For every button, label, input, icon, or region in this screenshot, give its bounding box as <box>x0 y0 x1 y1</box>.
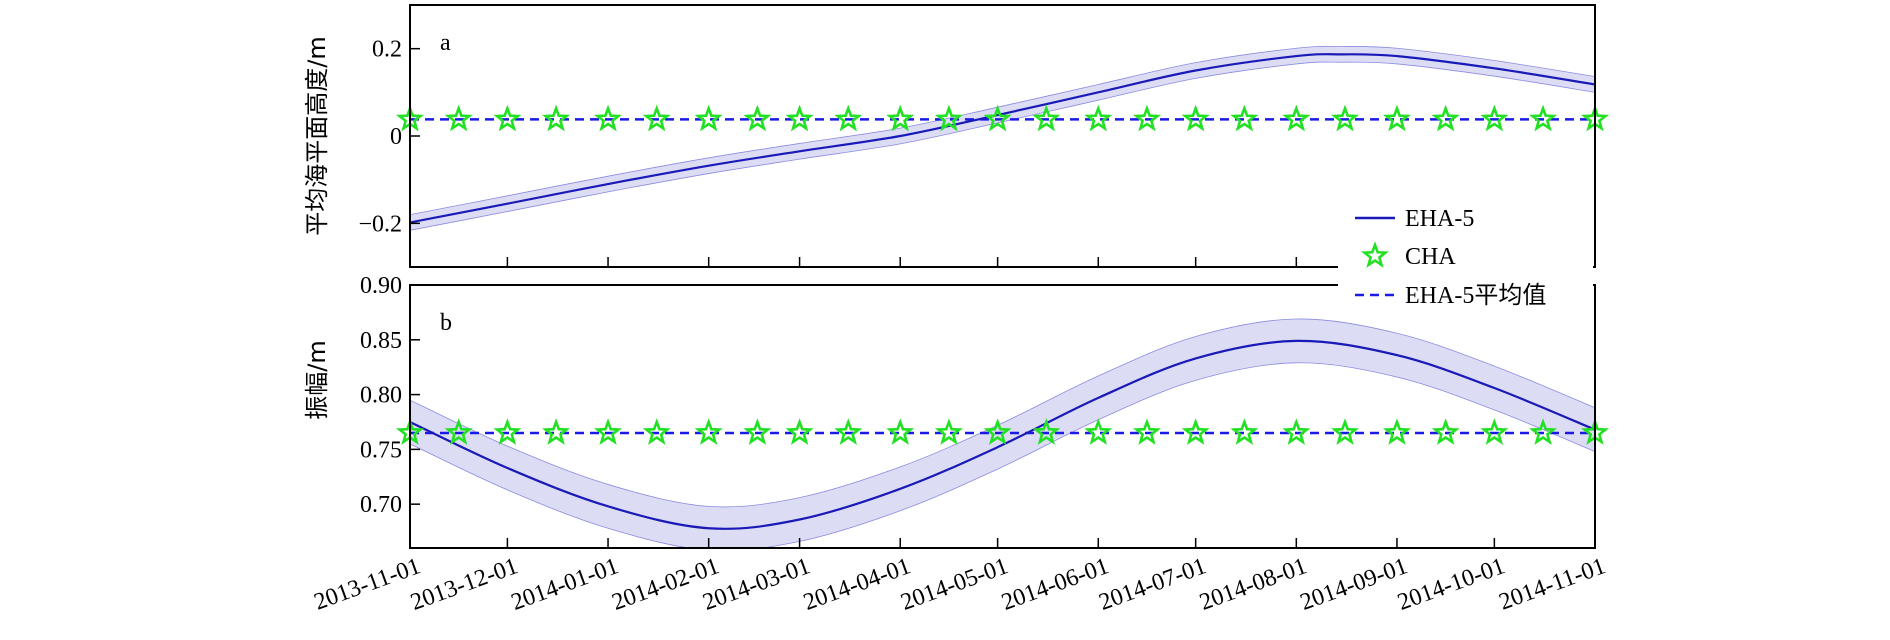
cha-star-marker <box>785 104 814 132</box>
y-tick-label: 0.80 <box>360 383 402 409</box>
legend-box <box>1338 192 1593 317</box>
panel-b: 0.70 0.75 0.80 0.85 0.90 b 振幅/m <box>303 273 1610 549</box>
cha-star-marker <box>594 418 623 445</box>
cha-star-marker <box>1084 104 1113 132</box>
x-tick-label: 2014-08-01 <box>1196 553 1310 616</box>
cha-star-marker <box>1132 418 1161 445</box>
cha-star-marker <box>1032 104 1061 132</box>
cha-star-marker <box>1382 104 1411 132</box>
cha-star-marker <box>493 104 522 132</box>
x-tick-label: 2014-11-01 <box>1496 553 1609 615</box>
legend-entry-cha: CHA <box>1405 244 1456 270</box>
panel-b-xticks <box>409 538 1596 548</box>
panel-b-plot <box>395 318 1610 548</box>
y-tick-label: 0.85 <box>360 328 402 354</box>
y-tick-label: 0.2 <box>372 37 402 63</box>
y-tick-label: 0.70 <box>360 492 402 518</box>
band-lower-edge <box>410 362 1595 548</box>
band-upper-edge <box>410 45 1595 215</box>
cha-star-marker <box>1230 418 1259 445</box>
cha-star-marker <box>886 104 915 132</box>
cha-star-marker <box>594 104 623 132</box>
cha-star-marker <box>1181 418 1210 445</box>
eha5-line <box>410 53 1595 224</box>
legend-entry-mean: EHA-5平均值 <box>1405 282 1546 309</box>
panel-a-label: a <box>440 30 451 56</box>
cha-star-marker <box>493 418 522 445</box>
legend: EHA-5 CHA EHA-5平均值 <box>1338 192 1593 317</box>
legend-star-icon <box>1360 241 1390 268</box>
cha-star-marker <box>694 418 723 445</box>
cha-star-marker <box>444 418 473 445</box>
cha-star-marker <box>834 418 863 445</box>
panel-a-series <box>410 45 1595 231</box>
y-tick-label: 0.75 <box>360 437 402 463</box>
x-tick-label: 2013-11-01 <box>311 553 424 615</box>
cha-star-marker <box>834 104 863 132</box>
cha-star-marker <box>1032 418 1061 445</box>
cha-star-marker <box>983 104 1012 132</box>
panel-a-yticks: −0.2 0 0.2 <box>358 37 420 237</box>
panel-b-frame <box>409 284 1596 549</box>
cha-star-marker <box>1181 104 1210 132</box>
cha-star-marker <box>1431 104 1460 132</box>
cha-star-marker <box>642 418 671 445</box>
cha-star-marker <box>1529 418 1558 445</box>
cha-star-marker <box>444 104 473 132</box>
panel-a: −0.2 0 0.2 a 平均海平面高度/m <box>303 4 1610 268</box>
eha5-line <box>410 339 1595 530</box>
cha-star-marker <box>1480 418 1509 445</box>
cha-star-marker <box>983 418 1012 445</box>
x-tick-label: 2014-01-01 <box>508 553 622 616</box>
panel-a-ylabel: 平均海平面高度/m <box>303 36 331 235</box>
legend-entry-eha5: EHA-5 <box>1405 206 1474 232</box>
x-tick-label: 2014-05-01 <box>898 553 1012 616</box>
cha-star-marker <box>1382 418 1411 445</box>
x-tick-labels: 2013-11-012013-12-012014-01-012014-02-01… <box>311 553 1609 616</box>
cha-star-marker <box>934 418 963 445</box>
cha-star-marker <box>1132 104 1161 132</box>
y-tick-label: −0.2 <box>358 211 402 237</box>
cha-star-marker <box>642 104 671 132</box>
y-tick-label: 0 <box>390 124 402 150</box>
panel-b-yticks: 0.70 0.75 0.80 0.85 0.90 <box>360 273 420 518</box>
x-tick-label: 2014-07-01 <box>1096 553 1210 616</box>
cha-star-marker <box>1431 418 1460 445</box>
cha-star-marker <box>694 104 723 132</box>
x-tick-label: 2013-12-01 <box>407 553 521 616</box>
cha-star-marker <box>1230 104 1259 132</box>
y-tick-label: 0.90 <box>360 273 402 299</box>
cha-star-marker <box>1330 104 1360 132</box>
panel-b-label: b <box>440 310 452 336</box>
cha-star-marker <box>785 418 814 445</box>
cha-star-marker <box>743 104 772 132</box>
cha-star-marker <box>1529 104 1558 132</box>
cha-star-marker <box>542 104 571 132</box>
legend-star-swatch <box>1360 241 1390 268</box>
cha-star-marker <box>1480 104 1509 132</box>
cha-star-marker <box>743 418 772 445</box>
cha-star-marker <box>1330 418 1360 445</box>
x-tick-label: 2014-10-01 <box>1394 553 1508 616</box>
cha-star-marker <box>1282 418 1311 445</box>
cha-star-marker <box>542 418 571 445</box>
x-tick-label: 2014-09-01 <box>1297 553 1411 616</box>
panel-a-plot <box>395 45 1610 231</box>
cha-star-marker <box>934 104 963 132</box>
panel-b-ylabel: 振幅/m <box>303 340 331 419</box>
cha-star-marker <box>886 418 915 445</box>
band-lower-edge <box>410 61 1595 231</box>
x-tick-label: 2014-04-01 <box>800 553 914 616</box>
cha-star-marker <box>1282 104 1311 132</box>
cha-star-marker <box>1084 418 1113 445</box>
x-tick-label: 2014-06-01 <box>998 553 1112 616</box>
